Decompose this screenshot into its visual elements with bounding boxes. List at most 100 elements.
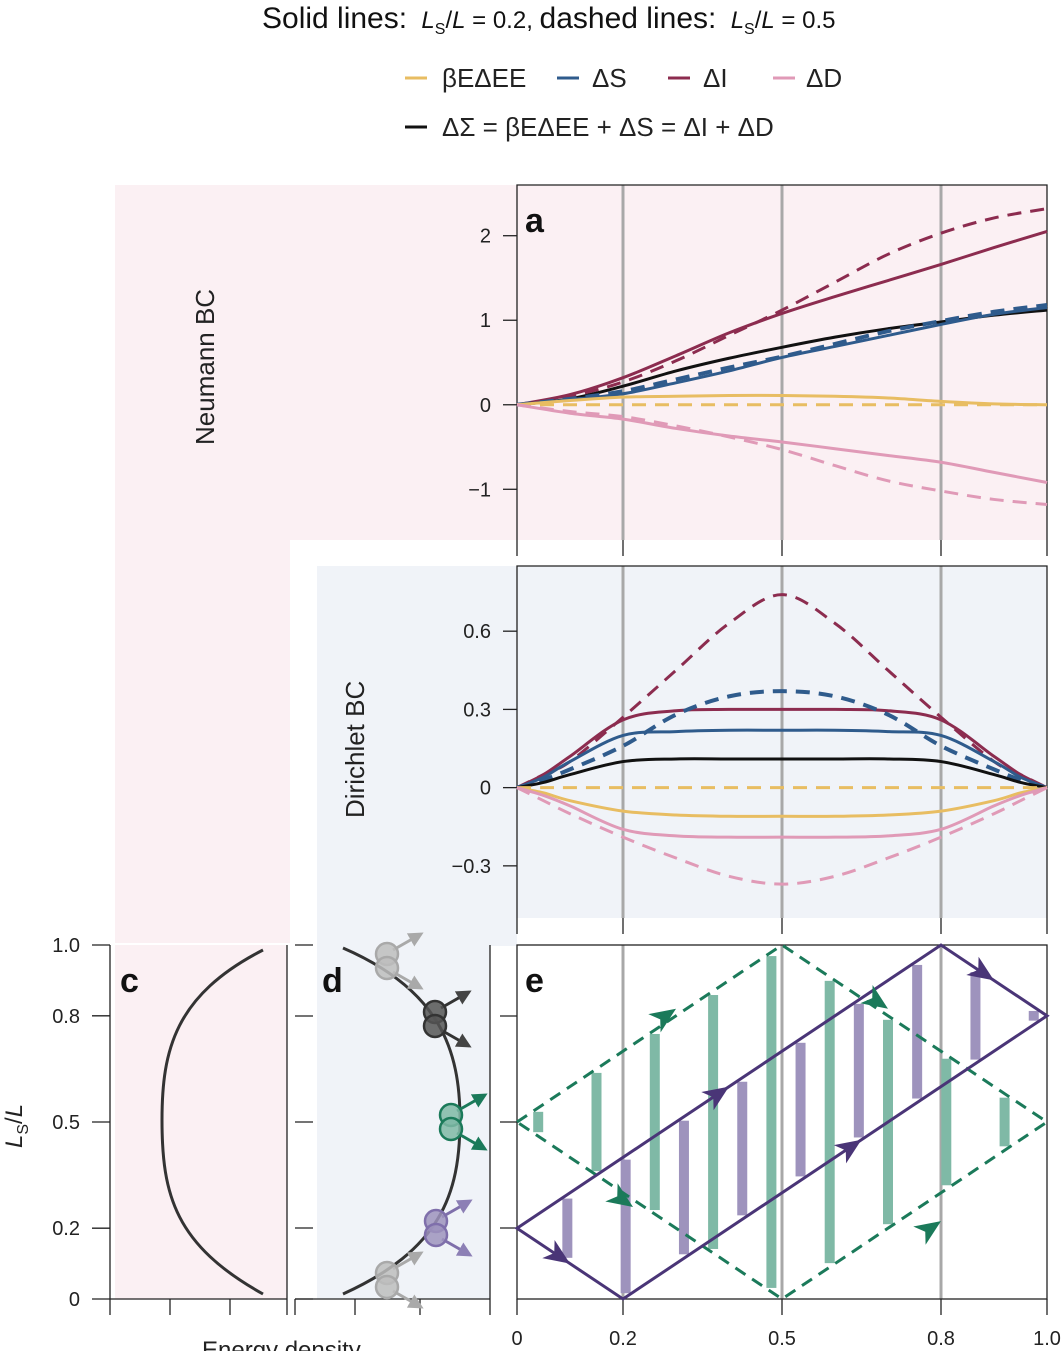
purple-bar	[795, 1042, 806, 1177]
particle-arrow-up	[392, 1251, 424, 1271]
series-dI-solid	[516, 707, 1048, 789]
series-dS-dashed	[516, 689, 1048, 790]
panel-letter-a: a	[525, 202, 545, 240]
green-arrow	[860, 985, 888, 1009]
y-tick-label: −0.3	[452, 856, 491, 878]
particle-gray-top-2	[374, 955, 400, 981]
x-tick-label: 0.8	[927, 1328, 955, 1350]
y-tick-label: 0.3	[463, 699, 491, 721]
y-tick-label: 0.5	[52, 1112, 80, 1134]
y-tick-label: 0	[69, 1289, 80, 1311]
series-dSigma-solid	[516, 757, 1048, 790]
particle-arrow-down	[440, 1028, 472, 1048]
neumann-energy-curve	[160, 948, 264, 1296]
y-tick-label: 0.8	[52, 1006, 80, 1028]
series-beta-solid	[516, 393, 1048, 407]
series-dD-dashed	[516, 403, 1048, 506]
green-arrow	[913, 1221, 941, 1245]
header: Solid lines: LS/L = 0.2, dashed lines: L…	[262, 2, 835, 38]
panel-letter-d: d	[322, 962, 343, 1000]
y-tick-label: −1	[468, 479, 491, 501]
purple-arrow	[542, 1239, 570, 1264]
particle-gray-bottom-2	[374, 1274, 400, 1300]
series-dD-solid	[516, 403, 1048, 484]
energy-density-label: Energy density	[202, 1337, 361, 1351]
purple-bar	[853, 1003, 864, 1138]
green-arrow	[648, 1008, 676, 1033]
particle-arrow-down	[441, 1237, 473, 1257]
legend-label-beta: βEΔEE	[442, 63, 526, 93]
particle-arrow-down	[456, 1131, 488, 1151]
legend-label-dD: ΔD	[806, 63, 842, 93]
purple-bar	[970, 972, 981, 1060]
backgrounds	[115, 185, 1047, 1299]
panel-e: 0 0.2 0.5 0.8 1.0 e	[500, 943, 1061, 1350]
x-tick-label: 1.0	[1033, 1328, 1061, 1350]
purple-diamond-path	[514, 943, 1050, 1301]
green-bar	[533, 1111, 544, 1133]
y-tick-label: 0.2	[52, 1218, 80, 1240]
purple-bar	[912, 964, 923, 1099]
series-dI-dashed	[516, 207, 1048, 407]
particle-arrow-up	[392, 932, 424, 952]
purple-bar	[678, 1120, 689, 1255]
panel-a: 2 1 0 −1 a	[468, 184, 1048, 556]
legend: βEΔEE ΔS ΔI ΔD ΔΣ = βEΔEE + ΔS = ΔI + ΔD	[405, 63, 842, 142]
purple-bar	[1028, 1010, 1039, 1021]
green-bar	[941, 1058, 952, 1186]
panel-d-background	[317, 945, 490, 1299]
ls-over-l-label: LS/L	[1, 1104, 32, 1148]
series-dI-solid	[516, 230, 1048, 407]
y-tick-label: 0	[480, 395, 491, 417]
green-arrow	[605, 1183, 633, 1207]
green-diamond-path	[514, 943, 1050, 1301]
green-bar	[999, 1097, 1010, 1147]
purple-arrow	[966, 956, 994, 981]
series-dD-solid	[516, 786, 1048, 839]
particle-dark-2	[422, 1013, 448, 1039]
panel-c: 0 0.2 0.5 0.8 1.0 c	[52, 935, 288, 1315]
dirichlet-label: Dirichlet BC	[340, 681, 370, 818]
green-bar	[708, 995, 719, 1249]
panel-c-background	[115, 945, 287, 1299]
purple-arrow	[701, 1086, 729, 1111]
panel-frame	[516, 184, 1048, 540]
legend-label-dS: ΔS	[592, 63, 627, 93]
header-title: Solid lines: LS/L = 0.2, dashed lines: L…	[262, 2, 835, 38]
particle-arrow-up	[456, 1093, 488, 1113]
x-tick-label: 0.2	[609, 1328, 637, 1350]
particle-green-2	[438, 1116, 464, 1142]
green-bar	[824, 980, 835, 1264]
particle-purple-2	[423, 1222, 449, 1248]
purple-arrow	[833, 1139, 862, 1164]
x-tick-label: 0	[511, 1328, 522, 1350]
purple-bar	[620, 1159, 631, 1294]
dirichlet-background	[317, 566, 517, 946]
series-dS-solid	[516, 728, 1048, 790]
purple-bar	[737, 1081, 748, 1216]
series-dS-dashed	[516, 303, 1048, 407]
y-tick-label: 1	[480, 310, 491, 332]
series-beta-solid	[516, 786, 1048, 818]
y-tick-label: 0.6	[463, 621, 491, 643]
purple-bar	[562, 1198, 573, 1258]
legend-label-dSigma: ΔΣ = βEΔEE + ΔS = ΔI + ΔD	[442, 112, 774, 142]
green-bar	[591, 1072, 602, 1172]
y-tick-label: 0	[480, 778, 491, 800]
particle-arrow-up	[441, 1199, 473, 1219]
particle-arrow-up	[440, 990, 472, 1010]
particle-arrow-down	[392, 1289, 424, 1309]
series-dS-solid	[516, 306, 1048, 407]
panel-b: 0.6 0.3 0 −0.3	[452, 565, 1048, 934]
panel-letter-c: c	[120, 962, 139, 1000]
particle-arrow-down	[392, 970, 424, 990]
x-tick-label: 0.5	[768, 1328, 796, 1350]
legend-label-dI: ΔI	[703, 63, 728, 93]
panel-d: d	[294, 932, 491, 1315]
y-tick-label: 1.0	[52, 935, 80, 957]
green-bar	[649, 1033, 660, 1211]
neumann-label: Neumann BC	[190, 289, 220, 445]
panel-letter-e: e	[525, 962, 544, 1000]
y-tick-label: 2	[480, 226, 491, 248]
